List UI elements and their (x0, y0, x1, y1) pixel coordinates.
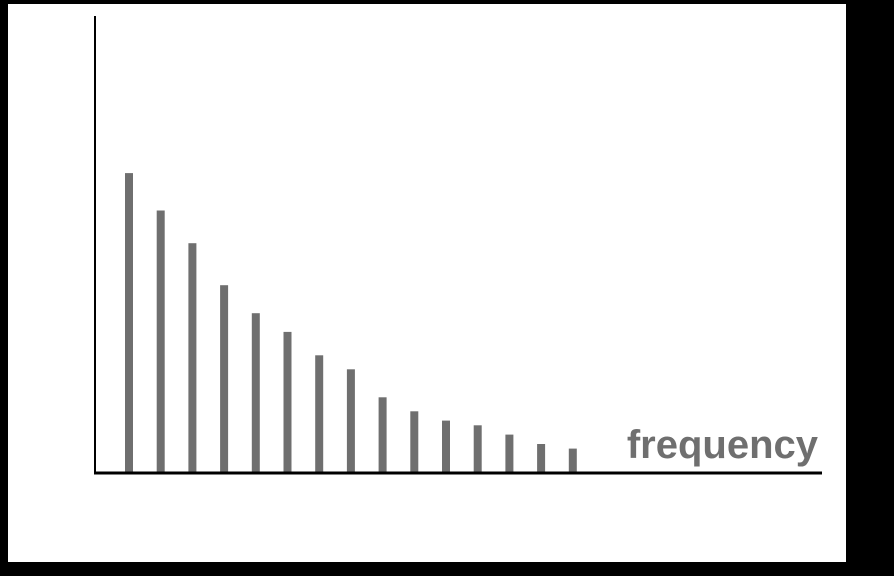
bar-6 (284, 332, 292, 472)
x-axis-label: frequency (627, 423, 819, 467)
bar-13 (505, 435, 513, 472)
bar-3 (188, 243, 196, 472)
bar-14 (537, 444, 545, 472)
bar-5 (252, 313, 260, 472)
bar-8 (347, 369, 355, 472)
bar-9 (379, 397, 387, 472)
bar-7 (315, 355, 323, 472)
bar-10 (410, 411, 418, 472)
bar-2 (157, 211, 165, 473)
bar-1 (125, 173, 133, 472)
plot-background (8, 4, 846, 562)
bar-12 (474, 425, 482, 472)
bar-15 (569, 449, 577, 472)
bar-4 (220, 285, 228, 472)
bar-11 (442, 421, 450, 472)
